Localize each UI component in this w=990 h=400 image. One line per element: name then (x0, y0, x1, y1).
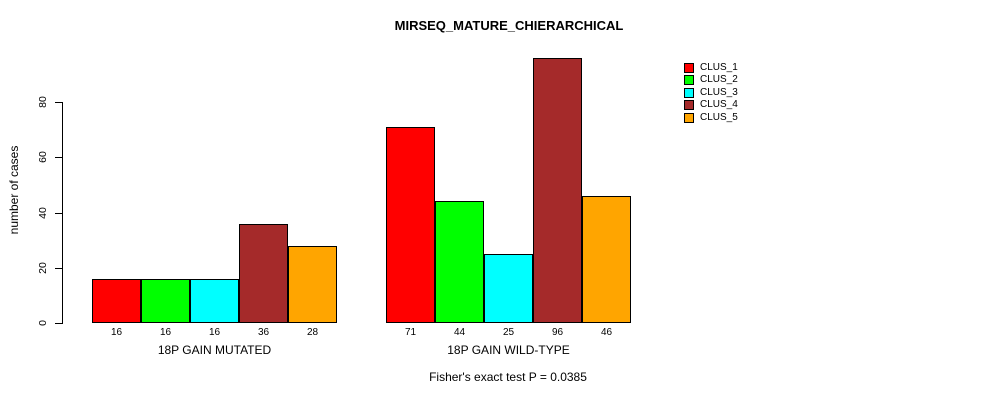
legend-swatch-CLUS_5 (684, 112, 694, 123)
bar-value-label: 16 (110, 327, 123, 338)
bar-value-label: 71 (404, 327, 417, 338)
y-tick-label: 20 (37, 262, 49, 274)
bar-value-label: 25 (502, 327, 515, 338)
bar-value-label: 36 (257, 327, 270, 338)
category-label: 18P GAIN WILD-TYPE (447, 343, 570, 357)
y-tick-label: 80 (37, 96, 49, 108)
legend-label: CLUS_3 (700, 86, 738, 98)
bar-CLUS_1 (386, 126, 435, 323)
y-axis-tick (55, 323, 62, 324)
y-axis-tick (55, 213, 62, 214)
bar-CLUS_2 (435, 201, 484, 323)
bar-CLUS_1 (92, 278, 141, 323)
y-axis-tick (55, 157, 62, 158)
bar-value-label: 16 (159, 327, 172, 338)
bar-value-label: 46 (600, 327, 613, 338)
bar-CLUS_4 (533, 57, 582, 323)
y-tick-label: 60 (37, 151, 49, 163)
y-axis-label: number of cases (7, 145, 21, 235)
category-label: 18P GAIN MUTATED (157, 343, 272, 357)
bar-value-label: 28 (306, 327, 319, 338)
bar-value-label: 44 (453, 327, 466, 338)
legend-swatch-CLUS_3 (684, 87, 694, 98)
legend-swatch-CLUS_2 (684, 75, 694, 86)
legend-swatch-CLUS_4 (684, 100, 694, 111)
bar-CLUS_5 (582, 195, 631, 323)
y-tick-label: 40 (37, 207, 49, 219)
annotation-text: Fisher's exact test P = 0.0385 (429, 370, 587, 384)
bar-CLUS_4 (239, 223, 288, 323)
bar-value-label: 96 (551, 327, 564, 338)
bar-CLUS_2 (141, 278, 190, 323)
bar-CLUS_5 (288, 245, 337, 323)
legend-label: CLUS_5 (700, 111, 738, 123)
bar-CLUS_3 (484, 253, 533, 323)
bar-value-label: 16 (208, 327, 221, 338)
y-axis-tick (55, 268, 62, 269)
legend-swatch-CLUS_1 (684, 63, 694, 73)
legend-label: CLUS_1 (700, 62, 738, 73)
legend-label: CLUS_4 (700, 99, 738, 111)
chart-title: MIRSEQ_MATURE_CHIERARCHICAL (394, 18, 624, 33)
legend-label: CLUS_2 (700, 74, 738, 86)
y-axis-tick (55, 102, 62, 103)
y-tick-label: 0 (37, 320, 49, 326)
bar-CLUS_3 (190, 278, 239, 323)
y-axis (62, 102, 63, 324)
